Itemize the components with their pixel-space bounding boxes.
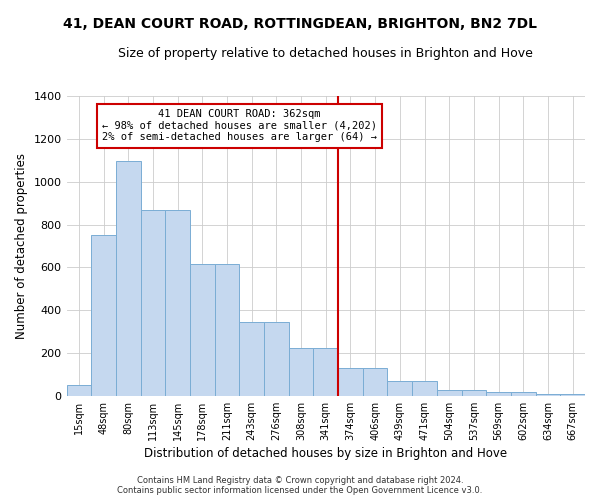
Bar xyxy=(140,210,165,396)
Bar xyxy=(190,264,215,396)
Bar xyxy=(215,264,239,396)
Bar xyxy=(461,390,486,396)
Bar xyxy=(363,368,388,396)
Bar xyxy=(486,392,511,396)
Text: 41, DEAN COURT ROAD, ROTTINGDEAN, BRIGHTON, BN2 7DL: 41, DEAN COURT ROAD, ROTTINGDEAN, BRIGHT… xyxy=(63,18,537,32)
Bar xyxy=(67,385,91,396)
Bar xyxy=(165,210,190,396)
Bar xyxy=(338,368,363,396)
Bar xyxy=(536,394,560,396)
Title: Size of property relative to detached houses in Brighton and Hove: Size of property relative to detached ho… xyxy=(118,48,533,60)
Bar xyxy=(289,348,313,396)
Bar xyxy=(313,348,338,396)
Bar xyxy=(511,392,536,396)
Bar xyxy=(239,322,264,396)
Bar xyxy=(116,160,140,396)
Bar xyxy=(437,390,461,396)
Bar xyxy=(412,381,437,396)
Bar xyxy=(91,236,116,396)
Text: Contains HM Land Registry data © Crown copyright and database right 2024.
Contai: Contains HM Land Registry data © Crown c… xyxy=(118,476,482,495)
Y-axis label: Number of detached properties: Number of detached properties xyxy=(15,153,28,339)
Bar xyxy=(560,394,585,396)
Bar xyxy=(264,322,289,396)
X-axis label: Distribution of detached houses by size in Brighton and Hove: Distribution of detached houses by size … xyxy=(144,447,508,460)
Text: 41 DEAN COURT ROAD: 362sqm
← 98% of detached houses are smaller (4,202)
2% of se: 41 DEAN COURT ROAD: 362sqm ← 98% of deta… xyxy=(102,109,377,142)
Bar xyxy=(388,381,412,396)
